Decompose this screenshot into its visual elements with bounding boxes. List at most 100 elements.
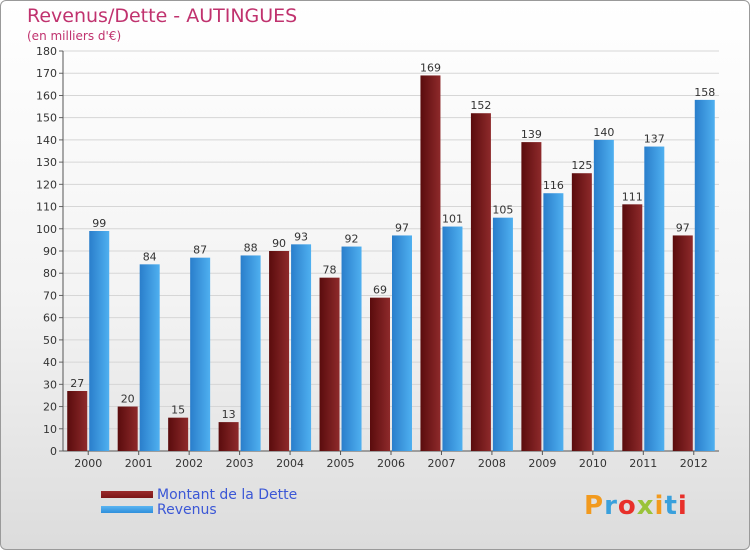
data-label-dette: 13	[222, 408, 236, 421]
logo-letter: P	[584, 491, 605, 521]
bar-dette	[319, 277, 340, 451]
data-label-revenus: 158	[694, 86, 715, 99]
data-label-dette: 152	[470, 99, 491, 112]
chart-title: Revenus/Dette - AUTINGUES	[27, 5, 298, 27]
y-tick-label: 140	[36, 134, 57, 147]
data-label-revenus: 92	[345, 233, 359, 246]
bar-chart: 0 10 20 30 40 50 60 70 80 90 100 110 120 130 140 150 160…	[36, 45, 719, 470]
legend-label-revenus: Revenus	[157, 501, 217, 518]
x-tick-label: 2011	[629, 457, 657, 470]
data-label-dette: 125	[571, 159, 592, 172]
y-tick-label: 150	[36, 112, 57, 125]
bar-dette	[521, 142, 542, 451]
y-tick-label: 70	[43, 289, 57, 302]
bar-dette	[218, 422, 239, 451]
x-tick-label: 2002	[175, 457, 203, 470]
y-tick-label: 160	[36, 89, 57, 102]
bar-revenus	[139, 264, 160, 451]
x-tick-label: 2005	[327, 457, 355, 470]
x-tick-label: 2006	[377, 457, 405, 470]
data-label-dette: 20	[121, 393, 135, 406]
logo-letter: o	[617, 491, 637, 521]
data-label-dette: 78	[323, 264, 337, 277]
data-label-revenus: 116	[543, 179, 564, 192]
y-tick-label: 60	[43, 312, 57, 325]
data-label-revenus: 87	[193, 244, 207, 257]
data-label-dette: 27	[70, 377, 84, 390]
bar-revenus	[190, 257, 211, 451]
data-label-revenus: 101	[442, 213, 463, 226]
data-label-revenus: 84	[143, 250, 157, 263]
bar-dette	[67, 391, 88, 451]
y-tick-label: 90	[43, 245, 57, 258]
y-tick-label: 10	[43, 423, 57, 436]
data-label-revenus: 137	[644, 133, 665, 146]
chart-subtitle: (en milliers d'€)	[27, 29, 122, 43]
bar-dette	[571, 173, 592, 451]
data-label-revenus: 99	[92, 217, 106, 230]
y-tick-label: 50	[43, 334, 57, 347]
x-tick-label: 2012	[680, 457, 708, 470]
logo-letter: t	[664, 491, 678, 521]
bar-dette	[269, 251, 290, 451]
y-tick-label: 100	[36, 223, 57, 236]
bar-dette	[470, 113, 491, 451]
y-tick-label: 40	[43, 356, 57, 369]
bar-dette	[672, 235, 693, 451]
bar-revenus	[341, 246, 362, 451]
x-tick-label: 2003	[226, 457, 254, 470]
bar-revenus	[240, 255, 261, 451]
bar-revenus	[543, 193, 564, 451]
y-tick-label: 120	[36, 178, 57, 191]
data-label-dette: 15	[171, 404, 185, 417]
y-tick-label: 180	[36, 45, 57, 58]
bar-revenus	[492, 217, 513, 451]
legend-item-dette: Montant de la Dette	[101, 486, 298, 503]
bar-revenus	[89, 231, 110, 451]
x-tick-label: 2001	[125, 457, 153, 470]
legend: Montant de la Dette Revenus	[101, 486, 298, 518]
bar-dette	[370, 297, 390, 451]
y-tick-label: 170	[36, 67, 57, 80]
bar-revenus	[392, 235, 412, 451]
data-label-revenus: 93	[294, 230, 308, 243]
data-label-dette: 97	[676, 221, 690, 234]
legend-swatch-dette	[101, 491, 153, 498]
proxiti-logo: Proxiti	[584, 491, 688, 521]
y-tick-label: 20	[43, 401, 57, 414]
legend-label-dette: Montant de la Dette	[157, 486, 298, 503]
x-tick-label: 2000	[74, 457, 102, 470]
logo-letter: i	[654, 491, 665, 521]
y-tick-label: 80	[43, 267, 57, 280]
legend-item-revenus: Revenus	[101, 501, 297, 518]
x-tick-label: 2007	[427, 457, 455, 470]
data-label-dette: 169	[420, 61, 441, 74]
data-label-dette: 139	[521, 128, 542, 141]
y-tick-label: 30	[43, 378, 57, 391]
bar-dette	[622, 204, 643, 451]
y-tick-label: 0	[50, 445, 57, 458]
data-label-dette: 111	[622, 190, 643, 203]
bar-dette	[117, 406, 138, 451]
x-tick-label: 2009	[528, 457, 556, 470]
x-tick-label: 2010	[579, 457, 607, 470]
bar-revenus	[694, 99, 715, 451]
y-tick-label: 130	[36, 156, 57, 169]
logo-letter: r	[604, 491, 618, 521]
bar-revenus	[644, 146, 665, 452]
data-label-revenus: 140	[593, 126, 614, 139]
x-tick-label: 2004	[276, 457, 304, 470]
bar-dette	[420, 75, 441, 451]
bar-revenus	[593, 139, 614, 451]
logo-letter: i	[677, 491, 688, 521]
bar-revenus	[291, 244, 312, 451]
bar-dette	[168, 417, 189, 451]
bar-revenus	[442, 226, 463, 451]
logo-letter: x	[636, 491, 655, 521]
data-label-revenus: 88	[244, 241, 258, 254]
data-label-dette: 69	[373, 284, 387, 297]
legend-swatch-revenus	[101, 506, 153, 513]
x-tick-label: 2008	[478, 457, 506, 470]
y-tick-label: 110	[36, 201, 57, 214]
